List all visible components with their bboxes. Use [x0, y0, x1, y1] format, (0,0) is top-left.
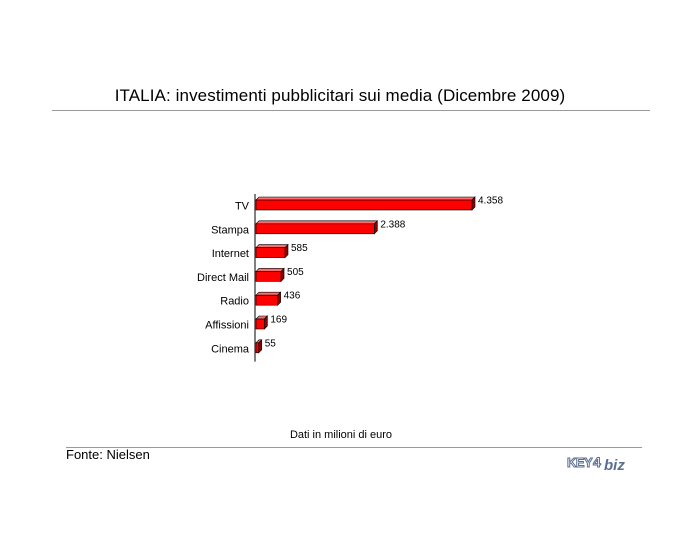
category-label: Stampa — [211, 224, 250, 236]
value-label: 2.388 — [380, 219, 405, 230]
chart-title: ITALIA: investimenti pubblicitari sui me… — [114, 86, 566, 105]
category-label: TV — [235, 201, 250, 213]
bar-tv — [255, 196, 476, 211]
units-note: Dati in milioni di euro — [289, 429, 393, 441]
category-label: Radio — [220, 296, 249, 308]
key4biz-logo: KEY 4 biz — [567, 454, 626, 475]
bar-internet — [255, 243, 289, 259]
bar-stampa — [255, 220, 379, 235]
footer-divider — [66, 447, 642, 448]
bar-affissioni — [255, 315, 269, 330]
source-label: Fonte: Nielsen — [66, 447, 150, 462]
value-label: 4.358 — [478, 196, 503, 207]
bar-cinema — [255, 339, 263, 354]
value-label: 55 — [265, 338, 277, 349]
bar-direct-mail — [255, 267, 285, 283]
category-label: Affissioni — [205, 320, 249, 332]
svg-text:biz: biz — [604, 457, 625, 474]
category-label: Cinema — [211, 343, 250, 355]
value-label: 169 — [270, 315, 287, 326]
bar-radio — [255, 291, 282, 306]
svg-text:KEY: KEY — [567, 455, 593, 470]
value-label: 585 — [291, 243, 308, 254]
category-label: Internet — [212, 248, 249, 260]
svg-text:4: 4 — [593, 454, 601, 470]
value-label: 505 — [287, 267, 304, 278]
value-label: 436 — [284, 291, 301, 302]
category-label: Direct Mail — [197, 272, 249, 284]
title-divider — [52, 110, 650, 111]
